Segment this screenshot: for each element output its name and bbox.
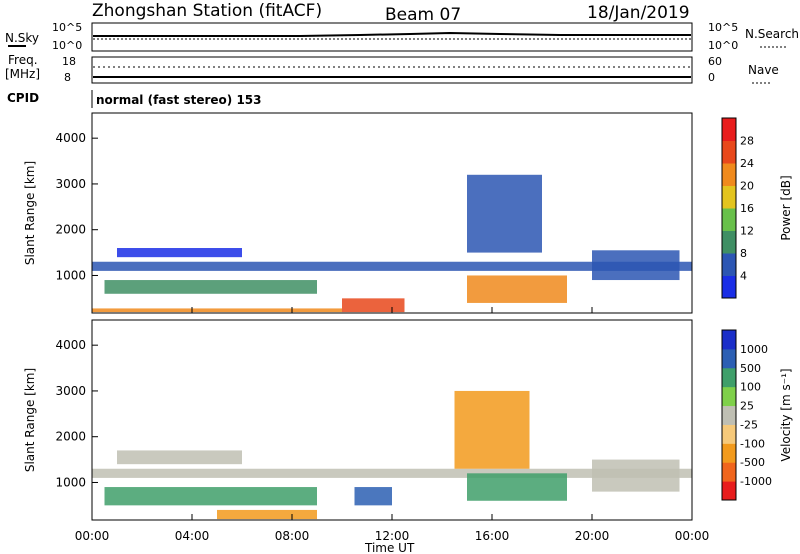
colorbar-tick-velocity-2: 100 — [740, 381, 761, 394]
colorbar-tick-power-0: 28 — [740, 135, 754, 148]
nsearch-label: N.Search — [745, 27, 799, 41]
colorbar-tick-velocity-3: 25 — [740, 400, 754, 413]
y-tick-label-velocity-1: 3000 — [55, 384, 86, 398]
nave-tick-bottom: 0 — [708, 71, 715, 84]
heatmap-cell-velocity-6 — [217, 509, 317, 520]
heatmap-panels: 4000 3000 2000 1000 Slant Range [km] 28 24 20 16… — [23, 112, 793, 543]
colorbar-tick-velocity-5: -100 — [740, 437, 765, 450]
colorbar-swatch-velocity-2 — [722, 443, 736, 463]
heatmap-cell-velocity-4 — [467, 473, 567, 501]
colorbar-swatch-power-1 — [722, 253, 736, 276]
nsearch-tick-bottom: 10^0 — [708, 39, 738, 52]
colorbar-swatch-velocity-5 — [722, 386, 736, 407]
colorbar-tick-velocity-6: -500 — [740, 456, 765, 469]
x-tick-label-4: 16:00 — [475, 529, 510, 543]
colorbar-swatch-power-4 — [722, 185, 736, 209]
freq-panel — [91, 56, 693, 84]
cpid-label: CPID — [7, 91, 39, 105]
x-tick-label-3: 12:00 — [375, 529, 410, 543]
colorbar-tick-power-3: 16 — [740, 202, 754, 215]
y-axis-label-velocity: Slant Range [km] — [23, 368, 37, 472]
heatmap-cell-velocity-3 — [354, 487, 392, 506]
heatmap-cell-power-7 — [592, 250, 680, 281]
heatmap-cell-velocity-7 — [592, 459, 680, 492]
colorbar-label-velocity: Velocity [m s⁻¹] — [779, 368, 793, 461]
y-tick-label-power-3: 1000 — [55, 268, 86, 282]
colorbar-label-power: Power [dB] — [779, 175, 793, 240]
x-tick-label-6: 00:00 — [675, 529, 710, 543]
colorbar-swatch-velocity-4 — [722, 405, 736, 425]
heatmap-cell-velocity-2 — [104, 487, 317, 506]
colorbar-tick-power-1: 24 — [740, 157, 754, 170]
freq-tick-bottom: 8 — [64, 71, 71, 84]
x-tick-label-0: 00:00 — [75, 529, 110, 543]
colorbar-tick-velocity-0: 1000 — [740, 343, 768, 356]
y-tick-label-power-1: 3000 — [55, 177, 86, 191]
nave-label: Nave — [748, 63, 779, 77]
colorbar-tick-velocity-7: -1000 — [740, 475, 772, 488]
nsearch-tick-top: 10^5 — [708, 21, 738, 34]
colorbar-swatch-velocity-0 — [722, 481, 736, 501]
colorbar-swatch-power-6 — [722, 140, 736, 164]
colorbar-swatch-power-7 — [722, 118, 736, 141]
colorbar-swatch-velocity-3 — [722, 424, 736, 444]
heatmap-cell-velocity-1 — [117, 450, 242, 465]
y-tick-label-power-2: 2000 — [55, 223, 86, 237]
colorbar-swatch-velocity-6 — [722, 367, 736, 388]
colorbar-swatch-velocity-8 — [722, 330, 736, 350]
colorbar-tick-power-4: 12 — [740, 225, 754, 238]
colorbar-frame-velocity — [721, 329, 737, 501]
y-tick-label-velocity-3: 1000 — [55, 475, 86, 489]
y-tick-label-velocity-2: 2000 — [55, 430, 86, 444]
y-tick-label-power-0: 4000 — [55, 131, 86, 145]
heatmap-cell-velocity-5 — [454, 390, 530, 469]
colorbar-tick-velocity-1: 500 — [740, 362, 761, 375]
x-axis-label: Time UT — [364, 541, 415, 554]
heatmap-cell-power-4 — [92, 261, 692, 271]
beam-label: Beam 07 — [385, 5, 461, 25]
colorbar-tick-power-6: 4 — [740, 270, 747, 283]
colorbar-swatch-power-0 — [722, 275, 736, 299]
nave-tick-top: 60 — [708, 55, 722, 68]
colorbar-swatch-power-2 — [722, 230, 736, 254]
colorbar-swatch-velocity-7 — [722, 348, 736, 369]
cpid-text: normal (fast stereo) 153 — [96, 93, 262, 107]
nsky-tick-bottom: 10^0 — [52, 39, 82, 52]
y-axis-label-power: Slant Range [km] — [23, 161, 37, 265]
colorbar-swatch-power-5 — [722, 163, 736, 186]
colorbar-swatch-power-3 — [722, 208, 736, 231]
heatmap-cell-power-3 — [104, 280, 317, 294]
colorbar-swatch-velocity-1 — [722, 462, 736, 482]
freq-label: Freq. — [8, 53, 38, 67]
nsky-trace — [93, 31, 691, 37]
freq-tick-top: 18 — [62, 55, 76, 68]
heatmap-cell-power-2 — [467, 275, 567, 303]
date-label: 18/Jan/2019 — [587, 3, 690, 23]
heatmap-cell-power-5 — [117, 248, 242, 258]
colorbar-tick-power-5: 8 — [740, 247, 747, 260]
freq-unit: [MHz] — [5, 67, 40, 81]
y-tick-label-velocity-0: 4000 — [55, 338, 86, 352]
nsky-tick-top: 10^5 — [52, 21, 82, 34]
station-title: Zhongshan Station (fitACF) — [92, 1, 322, 21]
x-tick-label-1: 04:00 — [175, 529, 210, 543]
nsky-panel — [91, 22, 693, 52]
heatmap-cell-power-6 — [467, 174, 542, 253]
heatmap-cell-power-0 — [92, 308, 342, 313]
nsky-label: N.Sky — [5, 31, 39, 45]
heatmap-cell-velocity-0 — [92, 468, 692, 478]
colorbar-tick-velocity-4: -25 — [740, 418, 758, 431]
heatmap-cell-power-1 — [342, 298, 405, 313]
x-tick-label-5: 20:00 — [575, 529, 610, 543]
colorbar-tick-power-2: 20 — [740, 180, 754, 193]
colorbar-frame-power — [721, 117, 737, 299]
x-tick-label-2: 08:00 — [275, 529, 310, 543]
